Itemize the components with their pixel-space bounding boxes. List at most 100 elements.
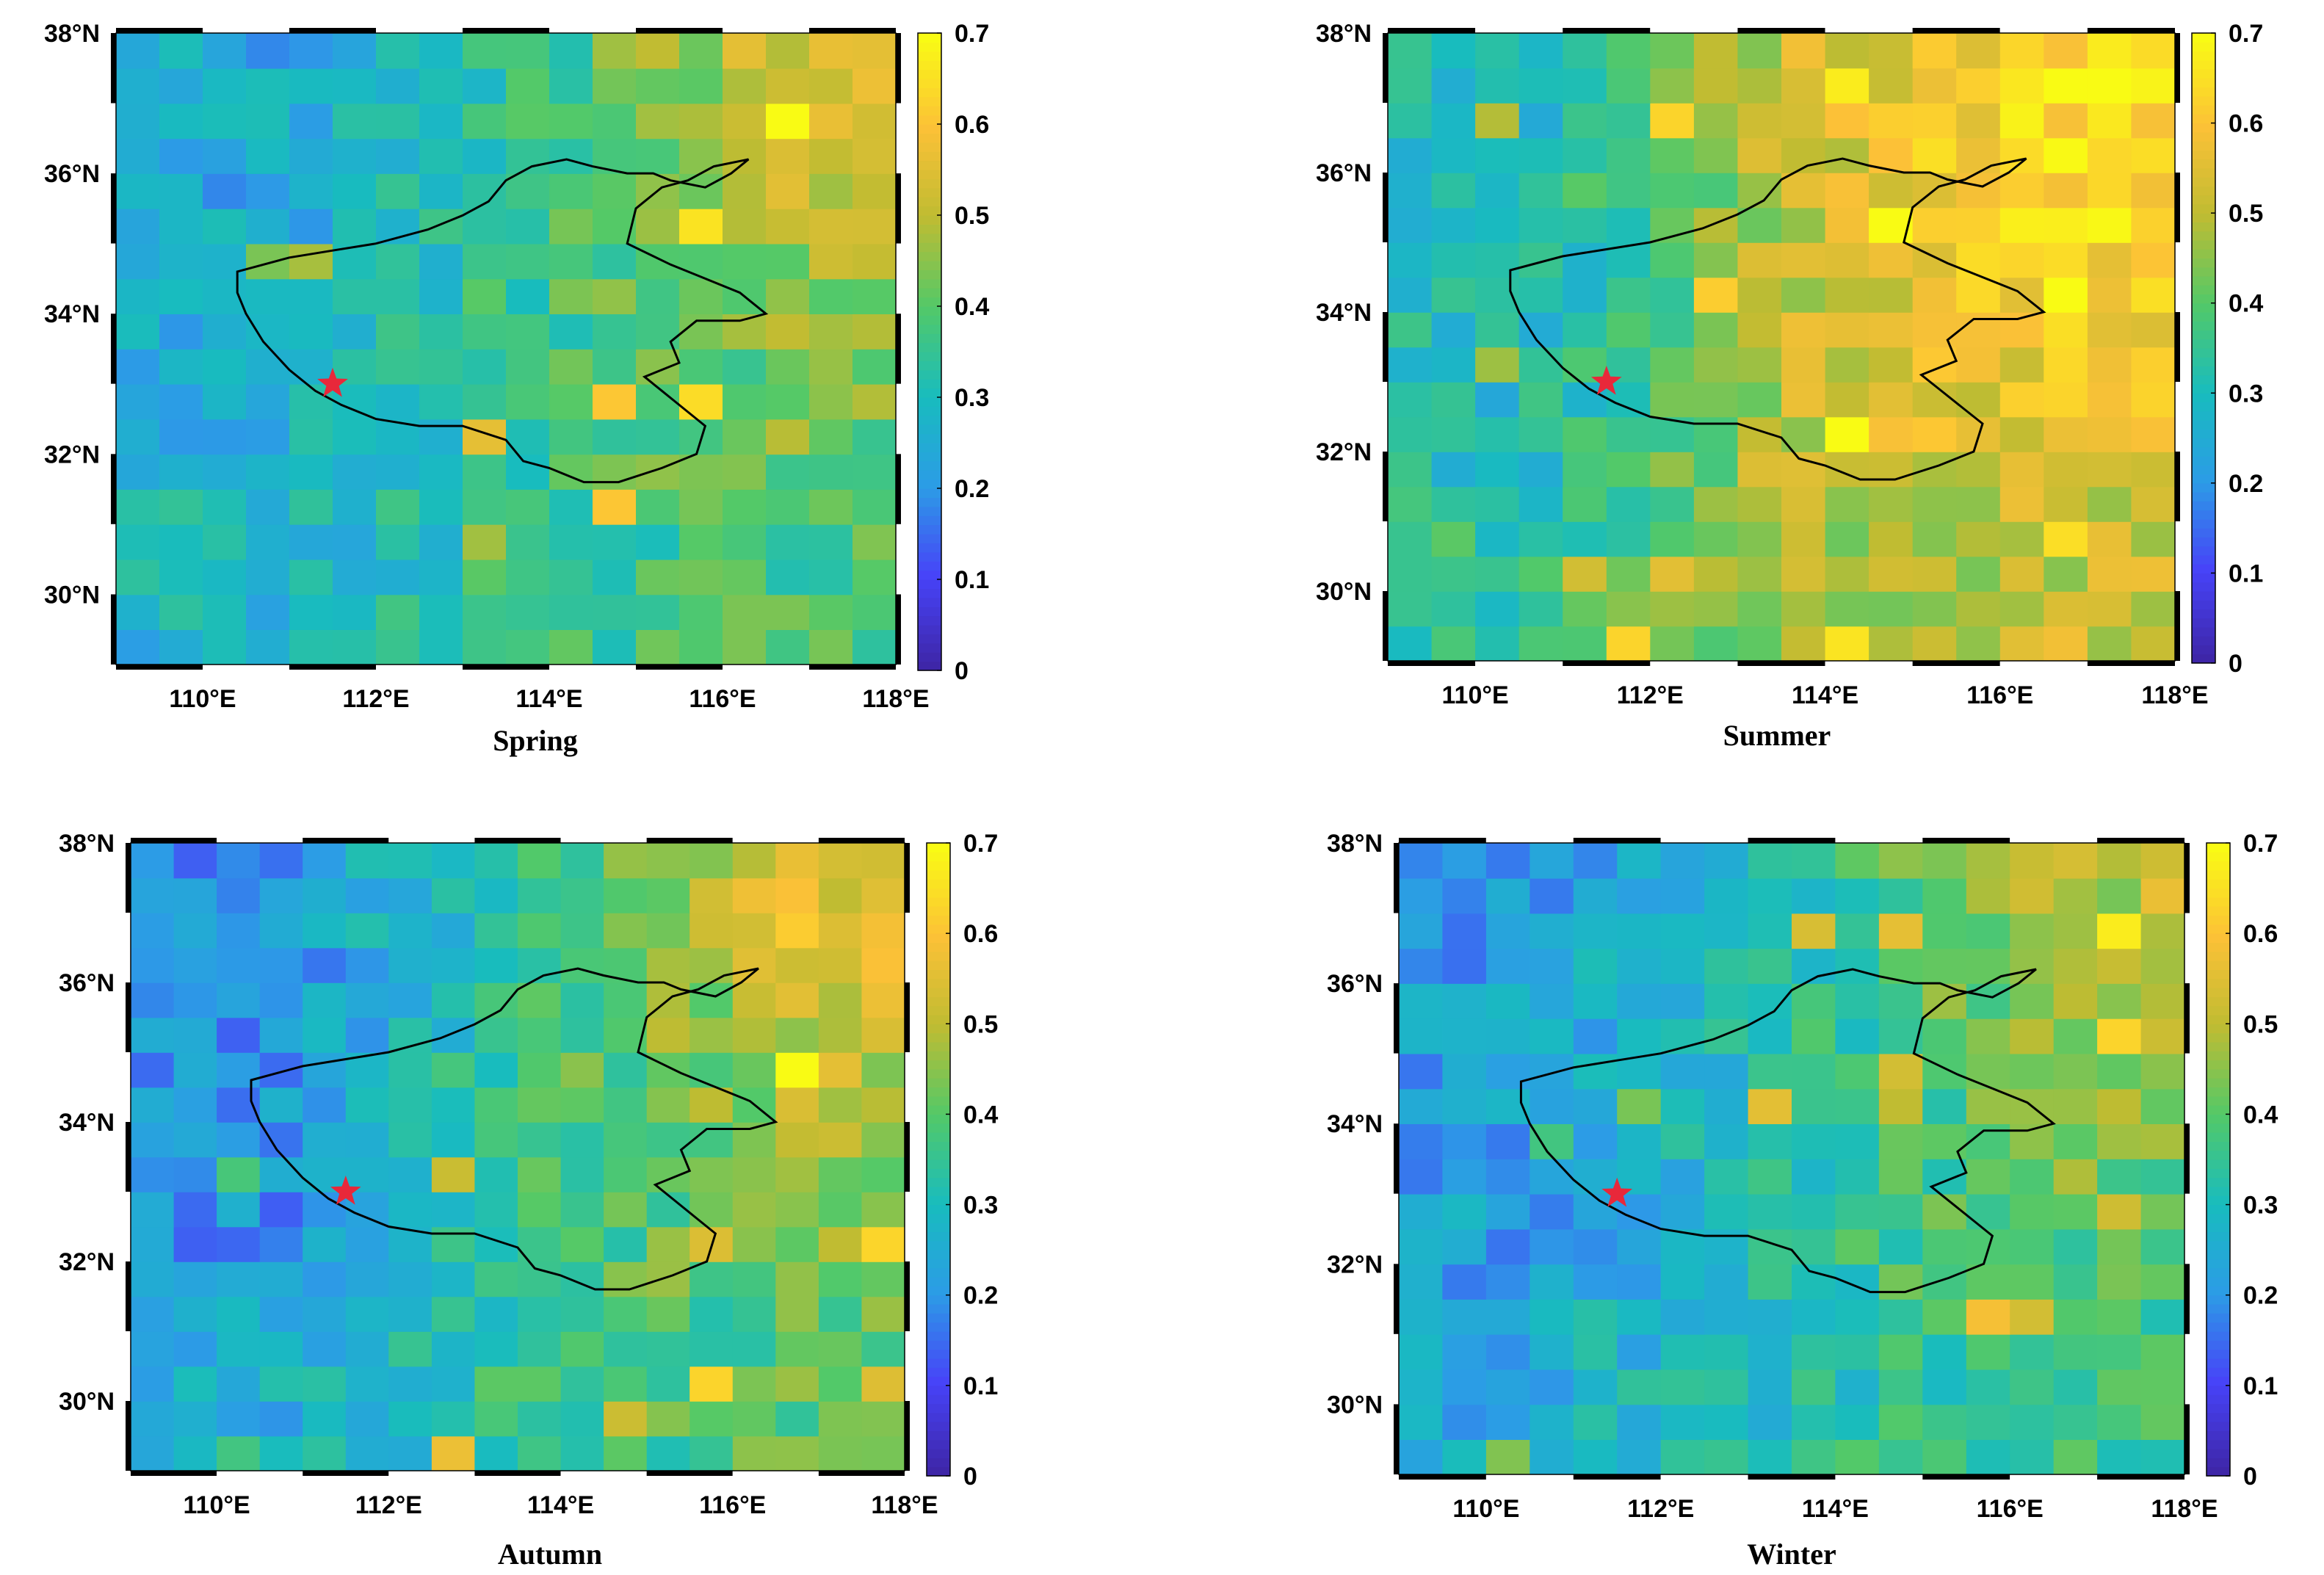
heatmap-cell [289,173,333,209]
heatmap-cell [376,383,420,420]
heatmap-cell [732,877,777,913]
heatmap-cell [2010,1264,2055,1300]
heatmap-cell [1912,347,1958,383]
heatmap-cell [1431,207,1476,243]
y-tick-label: 38°N [1316,20,1372,48]
heatmap-cell [217,1122,261,1158]
heatmap-cell [1431,33,1476,69]
heatmap-cell [463,594,507,630]
heatmap-cell [1660,1264,1705,1300]
heatmap-cell [159,314,203,350]
heatmap-cell [419,629,463,665]
heatmap-cell [388,1192,432,1228]
heatmap-cell [689,1192,734,1228]
heatmap-cell [1388,103,1433,139]
heatmap-cell [217,1435,261,1471]
y-tick-label: 30°N [44,581,100,609]
colorbar-tick-label: 0.6 [955,111,989,139]
heatmap-cell [809,349,853,385]
heatmap-cell [518,982,562,1018]
heatmap-cell [809,524,853,560]
heatmap-cell [2044,242,2088,278]
heatmap-cell [1563,452,1607,488]
heatmap-cell [732,913,777,949]
heatmap-cell [560,1296,604,1332]
heatmap-cell [203,314,247,350]
heatmap-cell [1650,382,1695,418]
heatmap-cell [732,982,777,1018]
heatmap-cell [1617,1228,1662,1265]
heatmap-cell [732,1435,777,1471]
heatmap-cell [116,138,160,174]
heatmap-cell [1912,382,1958,418]
heatmap-cell [1399,1123,1444,1159]
heatmap-cell [560,843,604,879]
heatmap-cell [549,68,593,104]
heatmap-cell [1485,1123,1531,1159]
heatmap-cell [549,419,593,455]
heatmap-cell [732,1226,777,1262]
heatmap-cell [2140,948,2185,984]
map-panel-winter: 110°E 112°E 114°E 116°E 118°E 30°N 32°N 34°N 36°… [1327,830,2278,1571]
heatmap-cell [345,982,390,1018]
heatmap-cell [1792,1053,1836,1090]
heatmap-cell [345,947,390,983]
heatmap-cell [1693,207,1739,243]
heatmap-cells [1388,33,2176,662]
heatmap-cell [1956,137,2001,173]
heatmap-cell [1399,948,1444,984]
heatmap-cell [2044,33,2088,69]
heatmap-cell [560,1435,604,1471]
panel-title: Autumn [498,1538,602,1571]
heatmap-cell [809,419,853,455]
heatmap-cell [1475,521,1520,557]
heatmap-cell [2044,452,2088,488]
heatmap-cell [431,1087,476,1123]
heatmap-cell [1530,1193,1574,1230]
heatmap-cell [560,1052,604,1088]
heatmap-cell [679,349,723,385]
heatmap-cell [518,1366,562,1402]
heatmap-cell [1650,33,1695,69]
heatmap-cell [646,877,691,913]
heatmap-cell [1792,843,1836,879]
heatmap-cell [463,33,507,69]
heatmap-cell [1530,1333,1574,1370]
heatmap-cell [809,68,853,104]
heatmap-cell [549,243,593,280]
heatmap-cell [766,629,810,665]
x-tick-label: 112°E [355,1491,422,1519]
heatmap-cell [732,1017,777,1053]
heatmap-cell [2053,983,2098,1019]
heatmap-cell [2087,521,2132,557]
heatmap-cell [861,1296,905,1332]
heatmap-cell [1563,33,1607,69]
heatmap-cell [2097,877,2142,914]
heatmap-cell [203,103,247,140]
heatmap-cell [1825,591,1869,627]
heatmap-cell [518,1087,562,1123]
heatmap-cell [259,1052,304,1088]
heatmap-cell [1792,1264,1836,1300]
heatmap-cell [333,419,377,455]
heatmap-cell [2010,1404,2055,1440]
heatmap-cell [1704,1299,1749,1335]
heatmap-cell [1825,521,1869,557]
heatmap-cell [419,349,463,385]
heatmap-cell [116,208,160,245]
heatmap-cell [506,173,550,209]
heatmap-cell [1431,556,1476,592]
heatmap-cell [2097,1369,2142,1405]
heatmap-cell [818,1366,863,1402]
heatmap-cell [173,1331,217,1367]
heatmap-cell [1606,416,1651,452]
heatmap-cell [1869,68,1914,104]
heatmap-cell [1999,173,2045,209]
heatmap-cell [775,1331,819,1367]
heatmap-cell [604,1052,648,1088]
heatmap-cell [1999,207,2045,243]
heatmap-cell [723,383,767,420]
heatmap-cell [116,559,160,595]
heatmap-cell [333,208,377,245]
